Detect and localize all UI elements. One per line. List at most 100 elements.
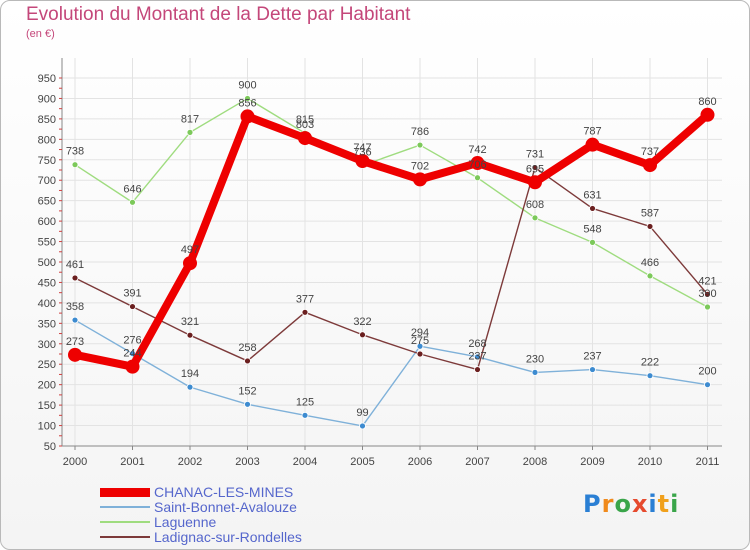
data-point-chanac-les-mines bbox=[240, 109, 255, 124]
data-label-laguenne: 736 bbox=[353, 147, 371, 159]
data-label-ladignac-sur-rondelles: 321 bbox=[181, 316, 199, 328]
data-point-saint-bonnet-avalouze bbox=[646, 372, 654, 380]
data-label-chanac-les-mines: 860 bbox=[698, 96, 716, 108]
logo-letter: i bbox=[648, 490, 658, 518]
y-tick-label: 450 bbox=[38, 277, 56, 289]
y-tick-label: 600 bbox=[38, 216, 56, 228]
data-point-laguenne bbox=[531, 214, 539, 222]
data-label-laguenne: 817 bbox=[181, 113, 199, 125]
legend-swatch bbox=[100, 536, 150, 538]
data-label-laguenne: 548 bbox=[583, 223, 601, 235]
data-point-laguenne bbox=[71, 161, 79, 169]
y-tick-label: 100 bbox=[38, 421, 56, 433]
data-label-chanac-les-mines: 737 bbox=[641, 146, 659, 158]
data-point-chanac-les-mines bbox=[183, 256, 197, 271]
data-label-laguenne: 646 bbox=[123, 183, 141, 195]
data-point-saint-bonnet-avalouze bbox=[244, 400, 251, 408]
chart-subtitle: (en €) bbox=[26, 28, 55, 40]
data-point-ladignac-sur-rondelles bbox=[359, 331, 366, 339]
y-tick-label: 950 bbox=[38, 73, 56, 85]
legend-swatch bbox=[100, 521, 150, 523]
legend-item: Laguenne bbox=[100, 514, 360, 530]
data-label-saint-bonnet-avalouze: 125 bbox=[296, 396, 314, 408]
data-label-saint-bonnet-avalouze: 222 bbox=[641, 357, 659, 369]
data-point-ladignac-sur-rondelles bbox=[129, 303, 136, 310]
data-label-saint-bonnet-avalouze: 294 bbox=[411, 327, 429, 339]
data-point-chanac-les-mines bbox=[700, 107, 715, 122]
legend-item: Saint-Bonnet-Avalouze bbox=[100, 499, 360, 515]
data-label-ladignac-sur-rondelles: 631 bbox=[583, 189, 601, 201]
data-label-chanac-les-mines: 695 bbox=[526, 163, 544, 175]
data-point-ladignac-sur-rondelles bbox=[71, 274, 79, 282]
data-point-saint-bonnet-avalouze bbox=[186, 383, 194, 391]
data-point-saint-bonnet-avalouze bbox=[704, 381, 711, 389]
y-tick-label: 300 bbox=[38, 339, 56, 351]
x-tick-label: 2008 bbox=[523, 456, 547, 468]
data-label-laguenne: 706 bbox=[468, 159, 486, 171]
data-label-saint-bonnet-avalouze: 358 bbox=[66, 301, 84, 313]
x-tick-label: 2004 bbox=[293, 456, 317, 468]
logo-letter: t bbox=[657, 490, 671, 518]
legend-swatch bbox=[100, 506, 150, 508]
data-label-chanac-les-mines: 787 bbox=[583, 126, 601, 138]
data-label-ladignac-sur-rondelles: 322 bbox=[353, 316, 371, 328]
data-point-chanac-les-mines bbox=[68, 347, 82, 362]
x-tick-label: 2010 bbox=[638, 456, 662, 468]
data-point-laguenne bbox=[244, 95, 251, 102]
data-point-saint-bonnet-avalouze bbox=[531, 368, 539, 376]
data-label-laguenne: 738 bbox=[66, 146, 84, 158]
y-tick-label: 650 bbox=[38, 196, 56, 208]
data-label-laguenne: 390 bbox=[698, 288, 716, 300]
logo-letter: i bbox=[670, 490, 680, 518]
data-label-saint-bonnet-avalouze: 237 bbox=[583, 351, 601, 363]
data-point-chanac-les-mines bbox=[643, 158, 657, 173]
data-point-ladignac-sur-rondelles bbox=[301, 308, 309, 316]
data-point-chanac-les-mines bbox=[585, 137, 600, 152]
data-label-chanac-les-mines: 497 bbox=[181, 244, 199, 256]
y-tick-label: 150 bbox=[38, 400, 56, 412]
data-label-laguenne: 815 bbox=[296, 114, 314, 126]
data-label-laguenne: 608 bbox=[526, 199, 544, 211]
data-point-laguenne bbox=[646, 272, 654, 280]
logo-letter: r bbox=[601, 490, 615, 518]
legend-item: Ladignac-sur-Rondelles bbox=[100, 529, 360, 545]
data-point-chanac-les-mines bbox=[470, 156, 485, 171]
y-tick-label: 850 bbox=[38, 114, 56, 126]
data-label-saint-bonnet-avalouze: 268 bbox=[468, 338, 486, 350]
data-point-laguenne bbox=[129, 198, 136, 206]
data-label-chanac-les-mines: 803 bbox=[296, 119, 314, 131]
y-tick-label: 750 bbox=[38, 155, 56, 167]
data-point-ladignac-sur-rondelles bbox=[646, 223, 654, 230]
data-point-saint-bonnet-avalouze bbox=[71, 316, 79, 324]
y-tick-label: 250 bbox=[38, 359, 56, 371]
data-label-laguenne: 466 bbox=[641, 257, 659, 269]
data-label-ladignac-sur-rondelles: 377 bbox=[296, 293, 314, 305]
x-tick-label: 2009 bbox=[580, 456, 604, 468]
legend-label: CHANAC-LES-MINES bbox=[154, 484, 294, 500]
data-point-saint-bonnet-avalouze bbox=[416, 342, 424, 350]
data-point-chanac-les-mines bbox=[298, 131, 312, 146]
data-point-laguenne bbox=[589, 238, 596, 246]
series-line-laguenne bbox=[74, 97, 709, 308]
data-point-laguenne bbox=[474, 174, 481, 182]
data-point-saint-bonnet-avalouze bbox=[301, 411, 309, 419]
logo-letter: x bbox=[631, 490, 649, 518]
legend-label: Laguenne bbox=[154, 514, 217, 530]
chart-title: Evolution du Montant de la Dette par Hab… bbox=[26, 4, 411, 25]
series-line-saint-bonnet-avalouze bbox=[74, 319, 709, 427]
data-label-chanac-les-mines: 244 bbox=[123, 348, 141, 360]
y-tick-label: 50 bbox=[44, 441, 56, 453]
data-label-ladignac-sur-rondelles: 421 bbox=[698, 275, 716, 287]
y-tick-label: 800 bbox=[38, 134, 56, 146]
legend-label: Ladignac-sur-Rondelles bbox=[154, 529, 302, 545]
series-line-ladignac-sur-rondelles bbox=[74, 166, 709, 371]
data-label-ladignac-sur-rondelles: 461 bbox=[66, 259, 84, 271]
data-label-laguenne: 900 bbox=[238, 79, 256, 91]
series-line-chanac-les-mines bbox=[71, 110, 712, 371]
x-tick-label: 2007 bbox=[465, 456, 489, 468]
data-label-ladignac-sur-rondelles: 275 bbox=[411, 335, 429, 347]
data-label-saint-bonnet-avalouze: 200 bbox=[698, 366, 716, 378]
data-label-saint-bonnet-avalouze: 230 bbox=[526, 353, 544, 365]
x-tick-label: 2011 bbox=[696, 456, 720, 468]
